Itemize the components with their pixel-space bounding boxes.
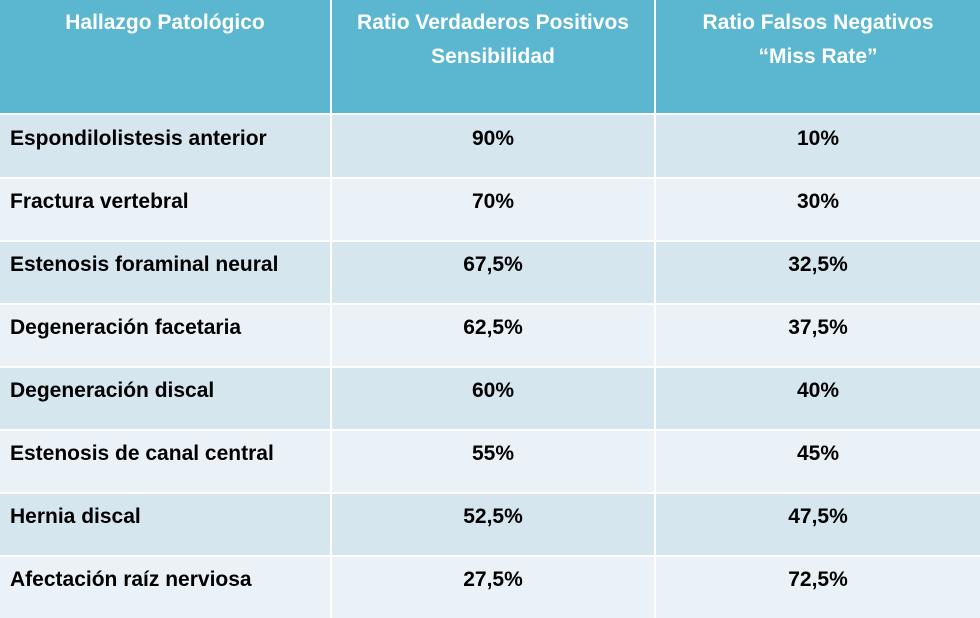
finding-cell: Afectación raíz nerviosa	[10, 568, 252, 591]
header-miss-rate: Ratio Falsos Negativos “Miss Rate”	[656, 0, 980, 113]
finding-cell: Hernia discal	[10, 505, 141, 528]
row-divider	[0, 240, 980, 242]
row-divider	[0, 555, 980, 557]
sensitivity-cell: 67,5%	[463, 253, 523, 276]
miss-rate-cell: 32,5%	[788, 253, 848, 276]
table-row: Fractura vertebral 70% 30%	[0, 178, 980, 240]
miss-rate-cell: 10%	[796, 127, 840, 150]
miss-rate-cell: 47,5%	[788, 505, 848, 528]
row-divider	[0, 366, 980, 368]
header-finding-line-1: Hallazgo Patológico	[65, 11, 265, 34]
sensitivity-cell: 52,5%	[463, 505, 523, 528]
sensitivity-cell: 62,5%	[463, 316, 523, 339]
header-sensitivity: Ratio Verdaderos Positivos Sensibilidad	[333, 0, 653, 113]
row-divider	[0, 492, 980, 494]
finding-cell: Degeneración facetaria	[10, 316, 242, 339]
table-row: Espondilolistesis anterior 90% 10%	[0, 115, 980, 177]
miss-rate-cell: 37,5%	[788, 316, 848, 339]
finding-cell: Espondilolistesis anterior	[10, 127, 267, 150]
table-row: Hernia discal 52,5% 47,5%	[0, 493, 980, 555]
finding-cell: Degeneración discal	[10, 379, 215, 402]
sensitivity-cell: 70%	[471, 190, 515, 213]
miss-rate-cell: 72,5%	[788, 568, 848, 591]
header-miss-rate-line-2: “Miss Rate”	[758, 45, 878, 68]
table-row: Estenosis de canal central 55% 45%	[0, 430, 980, 492]
sensitivity-cell: 90%	[471, 127, 515, 150]
header-divider	[0, 113, 980, 115]
sensitivity-cell: 27,5%	[463, 568, 523, 591]
table-row: Degeneración discal 60% 40%	[0, 367, 980, 429]
header-finding: Hallazgo Patológico	[0, 0, 330, 113]
column-divider	[330, 0, 332, 618]
table-row: Afectación raíz nerviosa 27,5% 72,5%	[0, 556, 980, 618]
row-divider	[0, 177, 980, 179]
sensitivity-cell: 55%	[471, 442, 515, 465]
header-miss-rate-line-1: Ratio Falsos Negativos	[702, 11, 934, 34]
column-divider	[654, 0, 656, 618]
header-sensitivity-line-2: Sensibilidad	[431, 45, 555, 68]
table-row: Estenosis foraminal neural 67,5% 32,5%	[0, 241, 980, 303]
row-divider	[0, 429, 980, 431]
row-divider	[0, 303, 980, 305]
miss-rate-cell: 45%	[796, 442, 840, 465]
table-header: Hallazgo Patológico Ratio Verdaderos Pos…	[0, 0, 980, 113]
miss-rate-cell: 30%	[796, 190, 840, 213]
sensitivity-cell: 60%	[471, 379, 515, 402]
header-sensitivity-line-1: Ratio Verdaderos Positivos	[357, 11, 629, 34]
finding-cell: Estenosis de canal central	[10, 442, 274, 465]
finding-cell: Fractura vertebral	[10, 190, 189, 213]
miss-rate-cell: 40%	[796, 379, 840, 402]
finding-cell: Estenosis foraminal neural	[10, 253, 279, 276]
table-row: Degeneración facetaria 62,5% 37,5%	[0, 304, 980, 366]
